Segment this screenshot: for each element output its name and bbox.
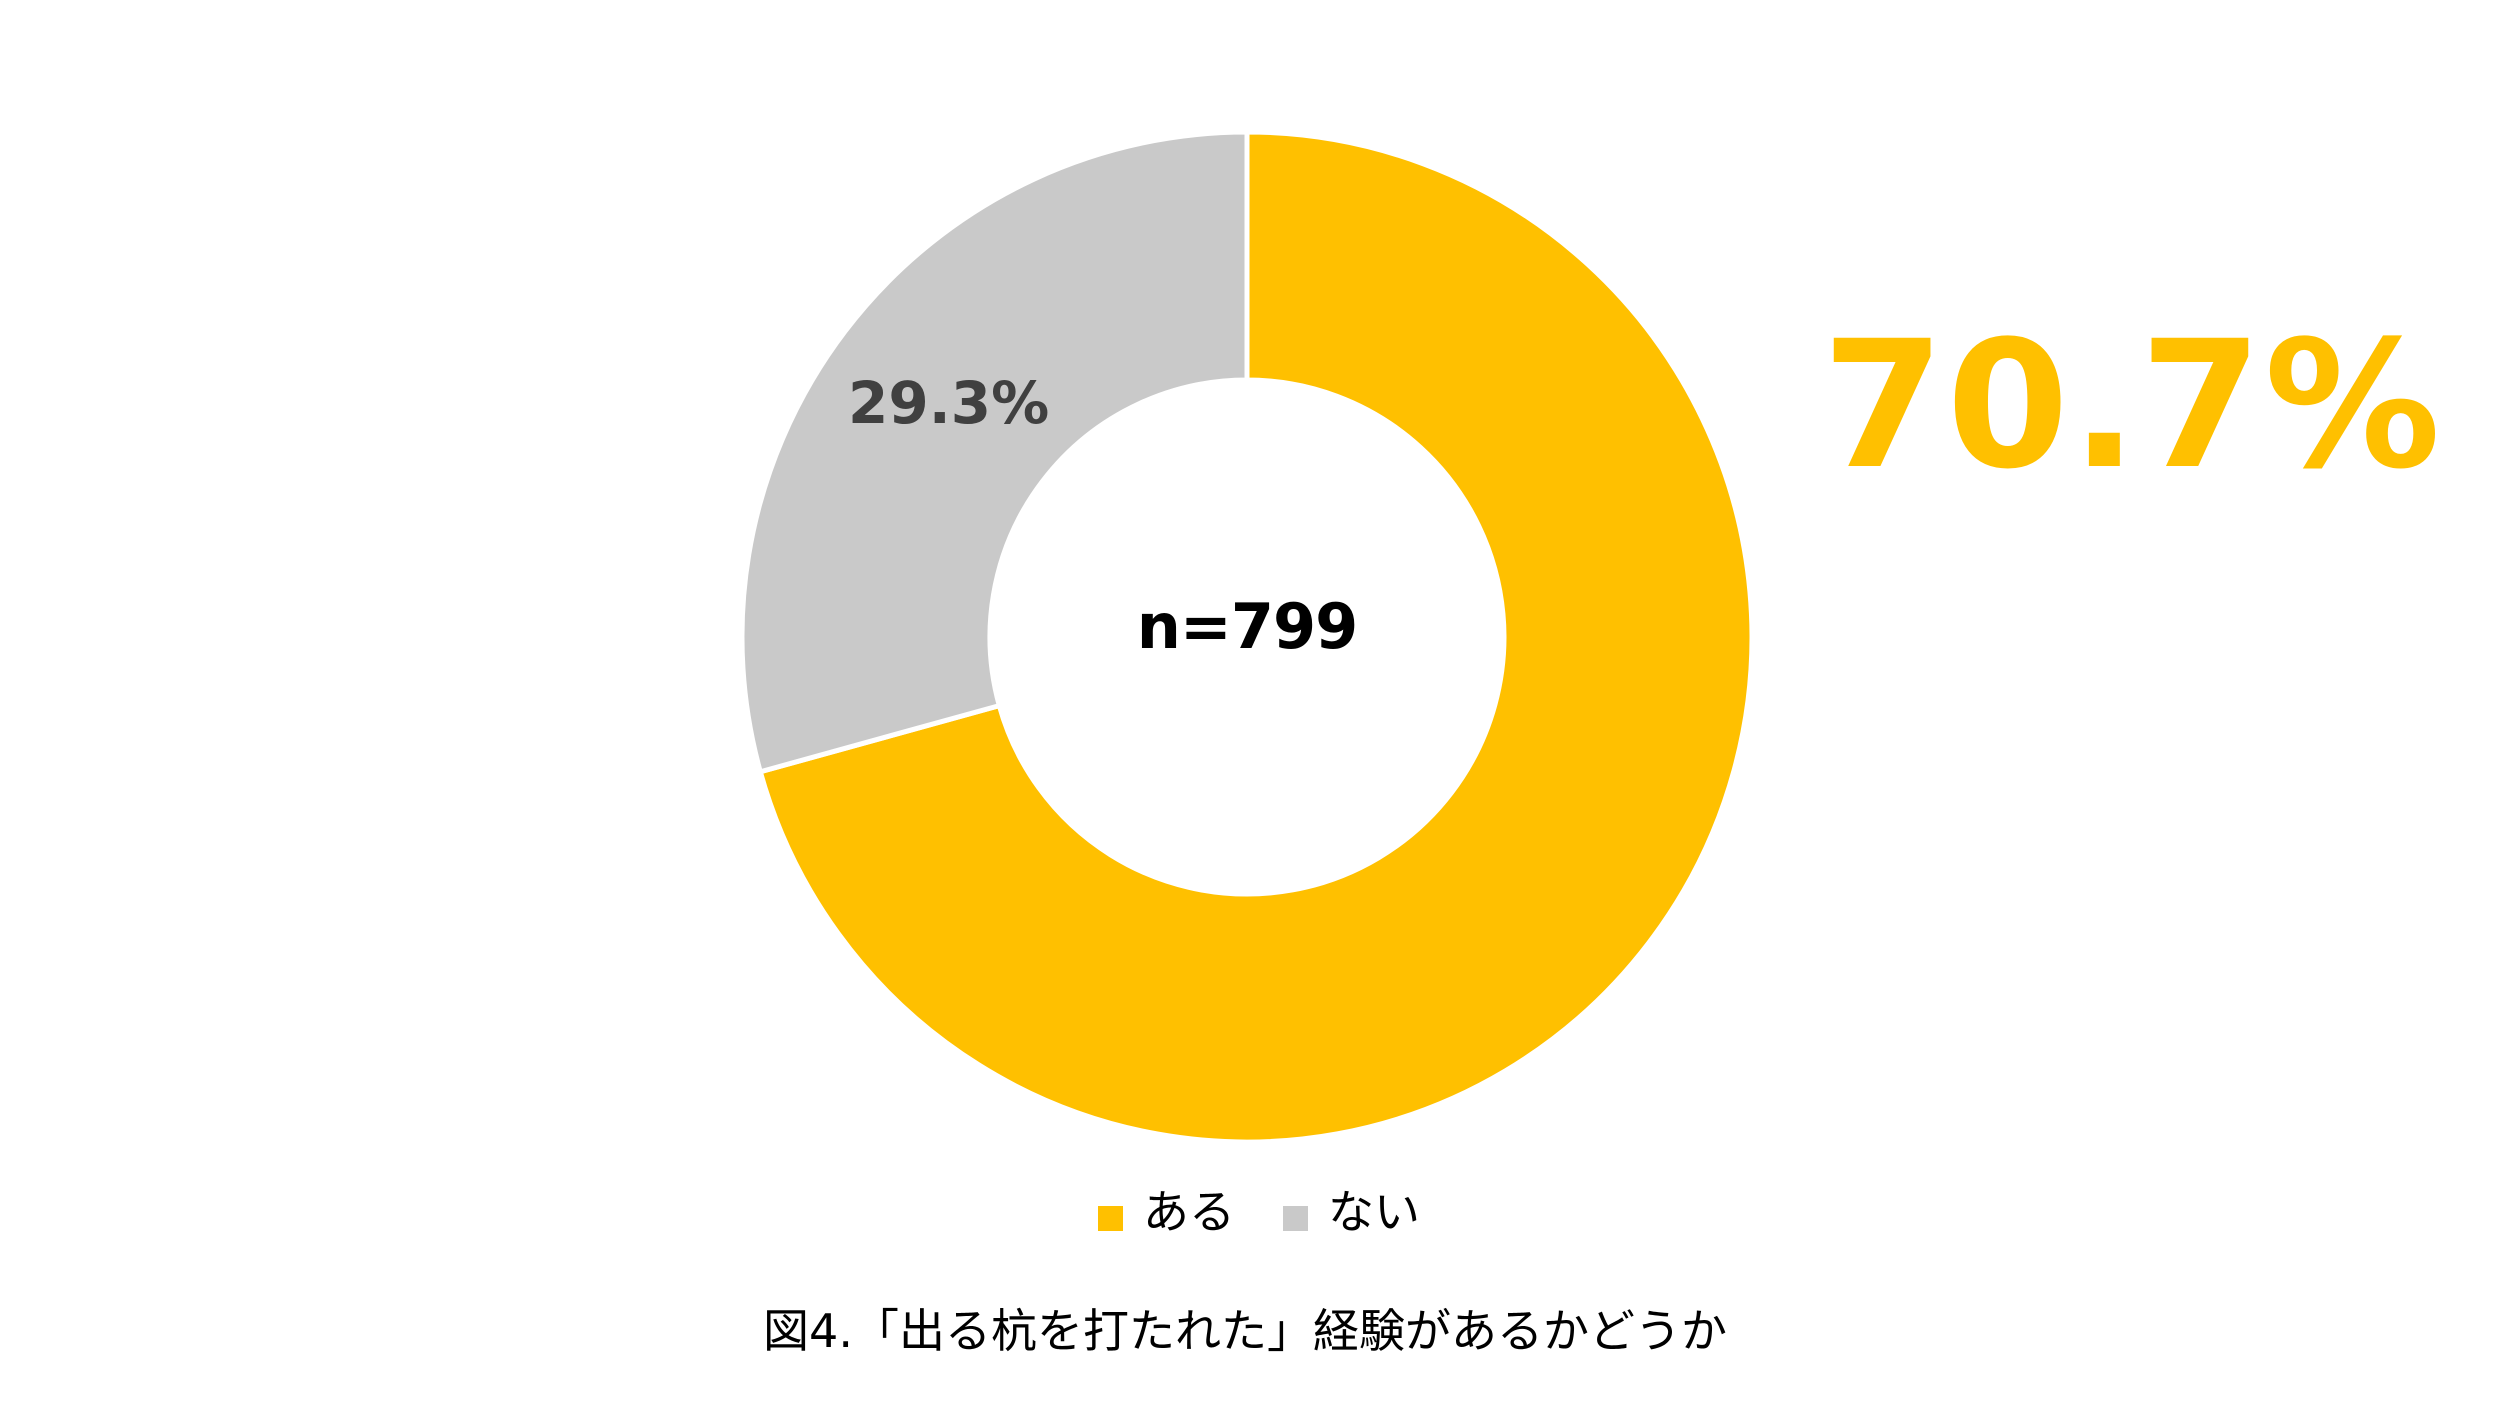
legend-swatch-nai [1283, 1205, 1308, 1231]
legend: ある ない [1098, 1186, 1468, 1238]
legend-label-aru: ある [1143, 1185, 1235, 1239]
legend-swatch-aru [1098, 1205, 1123, 1231]
sample-size-label: n=799 [1136, 590, 1359, 663]
highlight-percentage: 70.7% [1822, 303, 2443, 508]
slice-label-nai: 29.3% [848, 369, 1050, 437]
figure-caption: 図4.「出る杭を打たれた」経験があるかどうか [763, 1304, 1727, 1358]
legend-label-nai: ない [1328, 1185, 1420, 1239]
donut-slice-nai [739, 129, 1250, 775]
donut-slice-aru [757, 129, 1755, 1145]
legend-item-aru: ある [1098, 1189, 1235, 1235]
legend-item-nai: ない [1283, 1189, 1420, 1235]
